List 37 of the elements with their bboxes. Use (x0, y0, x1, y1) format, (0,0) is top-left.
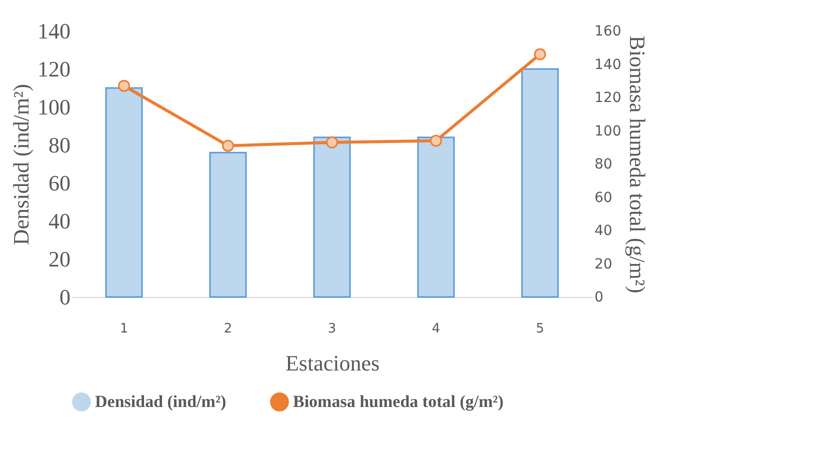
y-tick-label: 100 (38, 94, 70, 120)
bar (417, 136, 455, 298)
y2-tick-label: 0 (594, 290, 604, 306)
y-tick-label: 20 (48, 246, 70, 272)
y2-tick-label: 160 (594, 24, 622, 40)
point (430, 134, 442, 147)
bar (209, 152, 247, 298)
y-axis-title: Densidad (ind/m²) (8, 84, 34, 246)
y2-tick-label: 20 (594, 256, 612, 272)
bar (105, 87, 143, 298)
y2-tick-label: 100 (594, 123, 622, 140)
legend-label: Biomasa humeda total (g/m²) (293, 392, 504, 411)
point (222, 140, 234, 152)
legend-label: Densidad (ind/m²) (95, 392, 226, 411)
y2-tick-label: 80 (594, 156, 612, 172)
point (326, 136, 338, 148)
x-tick-label: 2 (224, 322, 232, 336)
x-tick-label: 5 (536, 322, 544, 336)
y-tick-label: 140 (38, 18, 70, 44)
y-tick-label: 40 (48, 208, 70, 234)
y-tick-label: 60 (48, 170, 70, 196)
y-tick-label: 0 (60, 284, 70, 310)
y2-tick-label: 120 (594, 90, 622, 106)
point (534, 48, 546, 60)
x-tick-label: 4 (432, 322, 440, 336)
x-axis-title: Estaciones (285, 350, 380, 376)
x-tick-label: 1 (120, 322, 128, 336)
y2-tick-label: 40 (594, 223, 612, 239)
y-tick-label: 80 (48, 132, 70, 158)
bar (521, 68, 559, 298)
y2-tick-label: 140 (594, 56, 622, 73)
point (118, 80, 130, 92)
y-tick-label: 120 (38, 56, 70, 82)
y2-axis-title: Biomasa humeda total (g/m²) (625, 36, 650, 294)
x-tick-label: 3 (328, 322, 336, 336)
y2-tick-label: 60 (594, 190, 612, 206)
bar (313, 136, 351, 298)
